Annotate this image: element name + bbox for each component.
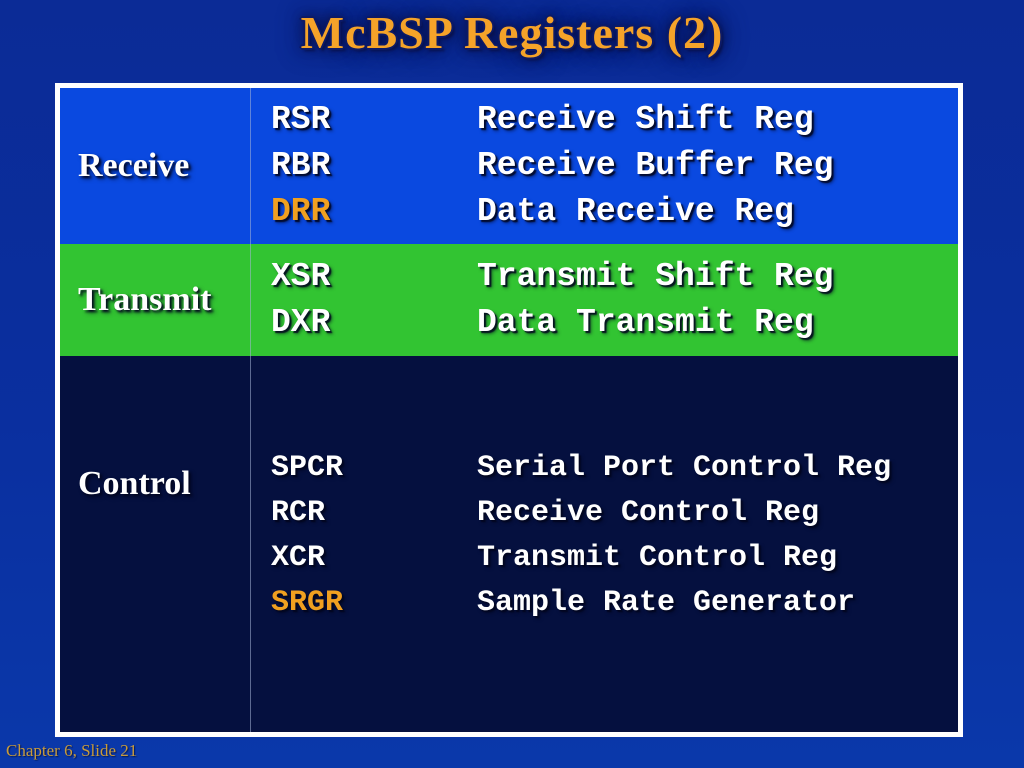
register-description: Receive Control Reg	[477, 496, 820, 530]
register-entry: DXR Data Transmit Reg	[271, 300, 958, 346]
table-row-control: Control SPCR Serial Port Control Reg RCR…	[60, 356, 958, 732]
transmit-label-cell: Transmit	[60, 244, 251, 356]
slide-title: McBSP Registers (2)	[300, 7, 724, 58]
register-description: Transmit Shift Reg	[477, 258, 834, 295]
register-description: Transmit Control Reg	[477, 541, 838, 575]
register-name-highlighted: SRGR	[271, 586, 344, 620]
register-description: Data Transmit Reg	[477, 304, 814, 341]
receive-content-cell: RSR Receive Shift Reg RBR Receive Buffer…	[251, 88, 958, 244]
table-row-transmit: Transmit XSR Transmit Shift Reg DXR Data…	[60, 244, 958, 356]
register-name: XCR	[271, 541, 326, 575]
register-entry: RSR Receive Shift Reg	[271, 97, 958, 143]
register-entry: XSR Transmit Shift Reg	[271, 254, 958, 300]
register-entry: RCR Receive Control Reg	[271, 491, 958, 536]
register-description: Sample Rate Generator	[477, 586, 856, 620]
register-name: XSR	[271, 258, 331, 295]
register-description: Data Receive Reg	[477, 193, 794, 230]
register-entry: RBR Receive Buffer Reg	[271, 143, 958, 189]
register-description: Receive Shift Reg	[477, 101, 814, 138]
register-entry: SPCR Serial Port Control Reg	[271, 446, 958, 491]
register-name-highlighted: DRR	[271, 193, 331, 230]
register-name: DXR	[271, 304, 331, 341]
register-description: Receive Buffer Reg	[477, 147, 834, 184]
register-name: SPCR	[271, 451, 344, 485]
register-entry: SRGR Sample Rate Generator	[271, 581, 958, 626]
registers-table: Receive RSR Receive Shift Reg RBR Receiv…	[55, 83, 963, 737]
register-name: RSR	[271, 101, 331, 138]
receive-label-cell: Receive	[60, 88, 251, 244]
table-row-receive: Receive RSR Receive Shift Reg RBR Receiv…	[60, 88, 958, 244]
register-entry: DRR Data Receive Reg	[271, 189, 958, 235]
control-content-cell: SPCR Serial Port Control Reg RCR Receive…	[251, 348, 958, 724]
slide-footer: Chapter 6, Slide 21	[6, 741, 138, 760]
control-label-cell: Control	[60, 356, 251, 732]
control-row-label: Control	[78, 465, 191, 502]
receive-row-label: Receive	[78, 147, 190, 184]
transmit-row-label: Transmit	[78, 281, 212, 318]
transmit-content-cell: XSR Transmit Shift Reg DXR Data Transmit…	[251, 244, 958, 356]
register-description: Serial Port Control Reg	[477, 451, 892, 485]
register-name: RBR	[271, 147, 331, 184]
register-entry: XCR Transmit Control Reg	[271, 536, 958, 581]
register-name: RCR	[271, 496, 326, 530]
